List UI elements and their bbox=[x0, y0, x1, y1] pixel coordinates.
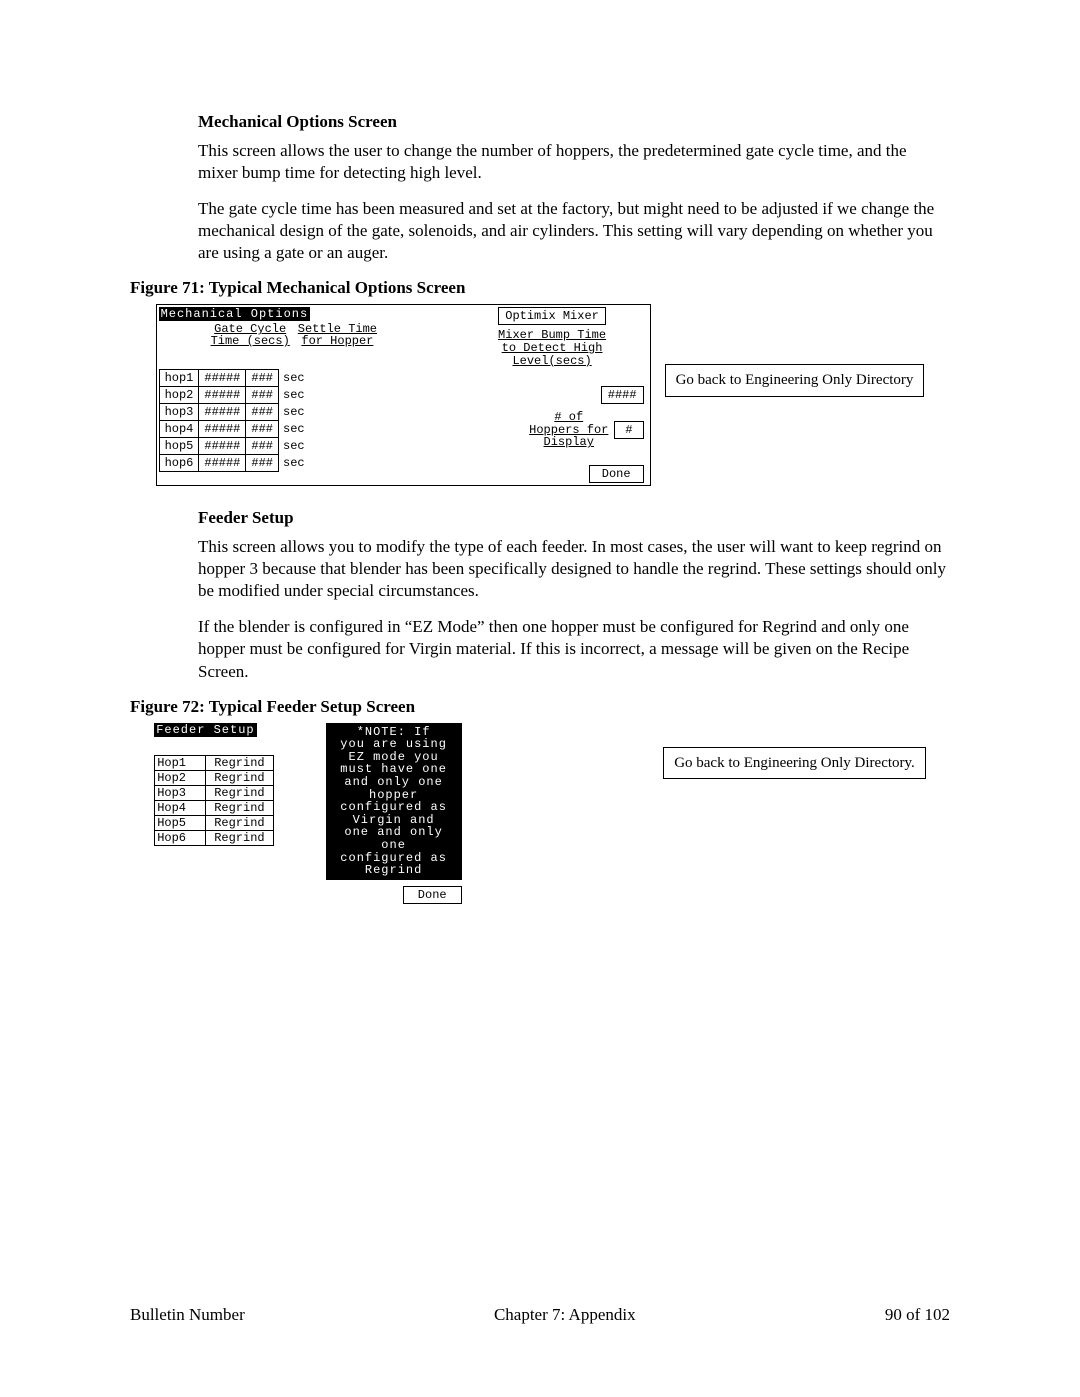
table-row: hop5 ##### ### sec bbox=[159, 438, 309, 455]
table-row: Hop1 Regrind bbox=[155, 755, 273, 770]
fig72-screen: Feeder Setup Hop1 Regrind Hop2 Regrind bbox=[154, 723, 649, 904]
fig72-title: Feeder Setup bbox=[154, 723, 256, 737]
section-title-feeder: Feeder Setup bbox=[130, 508, 950, 528]
fig71-done-button[interactable]: Done bbox=[589, 465, 644, 483]
table-row: Hop6 Regrind bbox=[155, 830, 273, 845]
figure72-area: Feeder Setup Hop1 Regrind Hop2 Regrind bbox=[130, 723, 950, 904]
table-row: hop3 ##### ### sec bbox=[159, 404, 309, 421]
footer-left: Bulletin Number bbox=[130, 1305, 245, 1325]
fig71-callout: Go back to Engineering Only Directory bbox=[665, 364, 925, 397]
para-mech-2: The gate cycle time has been measured an… bbox=[130, 198, 950, 264]
fig72-callout: Go back to Engineering Only Directory. bbox=[663, 747, 926, 780]
table-row: hop6 ##### ### sec bbox=[159, 455, 309, 472]
section-title-mechanical: Mechanical Options Screen bbox=[130, 112, 950, 132]
fig72-done-button[interactable]: Done bbox=[403, 886, 462, 904]
ez-mode-note: *NOTE: If you are using EZ mode you must… bbox=[326, 723, 462, 880]
page-footer: Bulletin Number Chapter 7: Appendix 90 o… bbox=[130, 1305, 950, 1325]
table-row: Hop2 Regrind bbox=[155, 770, 273, 785]
optimix-mixer-button[interactable]: Optimix Mixer bbox=[498, 307, 606, 325]
para-feeder-1: This screen allows you to modify the typ… bbox=[130, 536, 950, 602]
right-header-l3: Level(secs) bbox=[512, 354, 591, 368]
col2-header-l2: for Hopper bbox=[301, 334, 373, 348]
fig71-screen: Mechanical Options Gate Cycle Time (secs… bbox=[156, 304, 651, 486]
fig71-title: Mechanical Options bbox=[159, 307, 311, 321]
feeder-type-cell[interactable]: Regrind bbox=[206, 770, 273, 785]
feeder-type-cell[interactable]: Regrind bbox=[206, 800, 273, 815]
footer-right: 90 of 102 bbox=[885, 1305, 950, 1325]
footer-center: Chapter 7: Appendix bbox=[494, 1305, 636, 1325]
fig71-hopper-table: hop1 ##### ### sec hop2 ##### ### sec bbox=[159, 369, 310, 472]
mixer-bump-value[interactable]: #### bbox=[601, 386, 644, 404]
table-row: Hop5 Regrind bbox=[155, 815, 273, 830]
para-mech-1: This screen allows the user to change th… bbox=[130, 140, 950, 184]
table-row: hop2 ##### ### sec bbox=[159, 387, 309, 404]
feeder-type-cell[interactable]: Regrind bbox=[206, 785, 273, 800]
table-row: Hop3 Regrind bbox=[155, 785, 273, 800]
feeder-type-cell[interactable]: Regrind bbox=[206, 815, 273, 830]
feeder-table: Hop1 Regrind Hop2 Regrind Hop3 Regrind bbox=[154, 755, 273, 846]
feeder-type-cell[interactable]: Regrind bbox=[206, 830, 273, 845]
col1-header-l2: Time (secs) bbox=[211, 334, 290, 348]
table-row: hop4 ##### ### sec bbox=[159, 421, 309, 438]
para-feeder-2: If the blender is configured in “EZ Mode… bbox=[130, 616, 950, 682]
figure71-caption: Figure 71: Typical Mechanical Options Sc… bbox=[130, 278, 950, 298]
hoppers-count-value[interactable]: # bbox=[614, 421, 643, 439]
table-row: hop1 ##### ### sec bbox=[159, 370, 309, 387]
figure72-caption: Figure 72: Typical Feeder Setup Screen bbox=[130, 697, 950, 717]
table-row: Hop4 Regrind bbox=[155, 800, 273, 815]
figure71-area: Mechanical Options Gate Cycle Time (secs… bbox=[130, 304, 950, 486]
hoppers-label-l3: Display bbox=[544, 435, 594, 449]
feeder-type-cell[interactable]: Regrind bbox=[206, 755, 273, 770]
